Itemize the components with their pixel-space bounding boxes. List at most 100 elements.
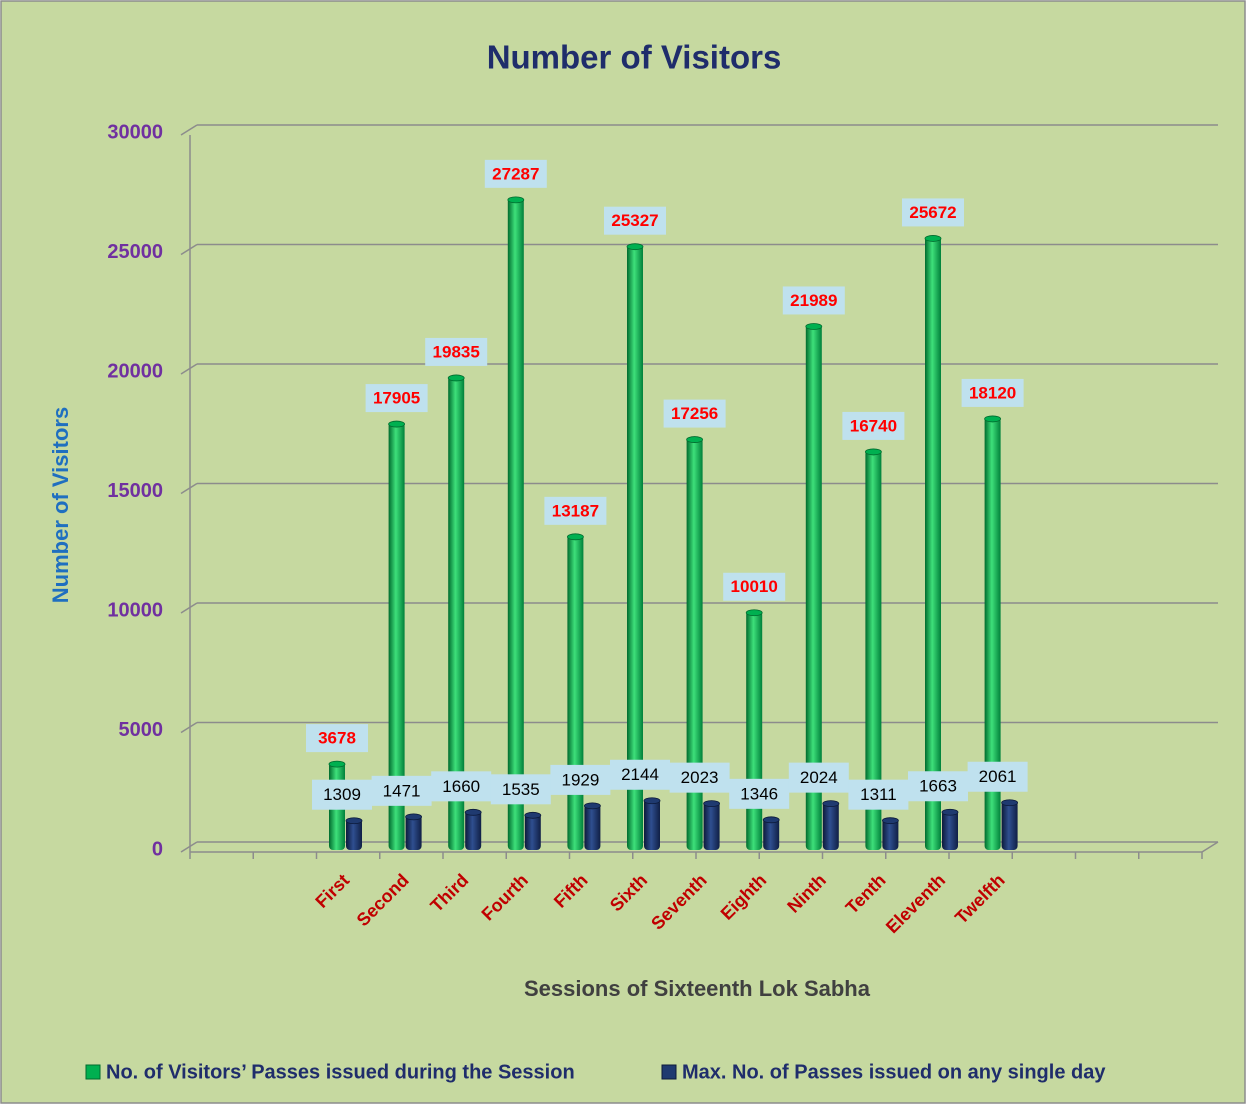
value-label-box	[544, 496, 607, 525]
grid-tick	[180, 124, 198, 136]
value-label-box	[312, 779, 372, 810]
x-axis-title: Sessions of Sixteenth Lok Sabha	[524, 976, 871, 1001]
grid-tick	[180, 482, 198, 495]
value-label-box	[967, 761, 1028, 792]
bar	[805, 324, 822, 850]
bar	[388, 422, 405, 850]
bar-cap	[805, 323, 823, 330]
y-tick-label: 10000	[107, 599, 163, 621]
grid-tick	[180, 363, 198, 375]
chart-title: Number of Visitors	[487, 39, 782, 76]
value-label: 1471	[383, 781, 421, 800]
value-label: 2023	[681, 768, 719, 787]
bar-cap	[686, 436, 703, 443]
value-label: 1311	[860, 785, 897, 804]
bar-cap	[584, 802, 601, 810]
bar-cap	[924, 235, 942, 242]
value-label-box	[723, 572, 786, 601]
value-label-box	[306, 724, 368, 753]
value-label: 1309	[323, 785, 361, 804]
value-label-box	[663, 399, 726, 428]
value-label: 25672	[909, 203, 956, 222]
bar-cap	[745, 609, 763, 617]
bar-cap	[328, 760, 346, 768]
bar-cap	[703, 800, 720, 808]
bar-cap	[567, 533, 584, 541]
value-label: 27287	[492, 164, 539, 183]
bar-cap	[643, 797, 661, 805]
value-label-box	[961, 378, 1024, 407]
value-label-box	[425, 337, 488, 366]
bar-cap	[524, 811, 542, 819]
value-label-box	[842, 411, 905, 440]
value-label: 1663	[919, 777, 957, 796]
value-label: 2024	[800, 768, 838, 787]
bar	[942, 810, 958, 850]
y-tick-label: 20000	[107, 360, 163, 382]
value-label-box	[610, 759, 670, 790]
bar	[865, 449, 882, 850]
value-label: 25327	[611, 211, 658, 230]
value-label: 19835	[433, 342, 480, 361]
grid-tick	[180, 602, 198, 614]
bar-cap	[941, 808, 959, 816]
bar	[627, 244, 643, 850]
bar-cap	[984, 415, 1001, 423]
bar-cap	[626, 243, 644, 251]
value-label-box	[431, 771, 492, 802]
value-label-box	[902, 198, 964, 227]
value-label-box	[782, 286, 845, 315]
bar	[346, 818, 362, 850]
value-label: 10010	[731, 577, 778, 596]
grid-tick	[180, 243, 198, 256]
value-label-box	[729, 778, 790, 809]
bar	[448, 375, 465, 850]
y-tick-label: 0	[152, 838, 163, 860]
bar-cap	[865, 448, 882, 456]
bar	[746, 610, 763, 850]
bar	[524, 813, 541, 850]
legend-swatch	[661, 1064, 677, 1080]
bar-cap	[464, 808, 482, 816]
bar	[644, 798, 660, 850]
bar	[925, 236, 941, 850]
y-tick-label: 15000	[107, 480, 163, 502]
legend-swatch	[85, 1064, 101, 1080]
y-tick-label: 25000	[107, 241, 163, 263]
y-tick-label: 30000	[107, 121, 163, 143]
value-label-box	[365, 384, 428, 413]
bar	[822, 801, 839, 850]
value-label: 1346	[740, 784, 778, 803]
y-tick-label: 5000	[119, 719, 164, 741]
bar	[405, 814, 422, 850]
value-label-box	[550, 764, 611, 795]
bar	[567, 534, 584, 850]
grid-tick	[180, 841, 198, 853]
bar-cap	[447, 374, 465, 382]
legend-label: Max. No. of Passes issued on any single …	[682, 1061, 1106, 1083]
bar-cap	[345, 817, 363, 825]
value-label: 13187	[552, 501, 599, 520]
value-label: 1535	[502, 780, 540, 799]
value-label: 17256	[671, 404, 718, 423]
value-label: 1660	[442, 777, 480, 796]
value-label-box	[604, 206, 666, 235]
bar	[507, 197, 524, 850]
value-label-box	[848, 779, 909, 810]
value-label-box	[371, 775, 432, 806]
bar-cap	[388, 420, 406, 428]
bar	[584, 803, 601, 850]
value-label-box	[788, 762, 849, 793]
value-label-box	[490, 774, 551, 805]
bar-cap	[822, 800, 840, 808]
value-label: 2061	[979, 767, 1017, 786]
y-axis-title: Number of Visitors	[48, 407, 73, 603]
bar	[882, 818, 899, 850]
bar	[703, 801, 720, 850]
bar	[1001, 800, 1018, 850]
value-label-box	[908, 771, 968, 802]
value-label-box	[484, 159, 547, 188]
bar-cap	[882, 817, 899, 825]
